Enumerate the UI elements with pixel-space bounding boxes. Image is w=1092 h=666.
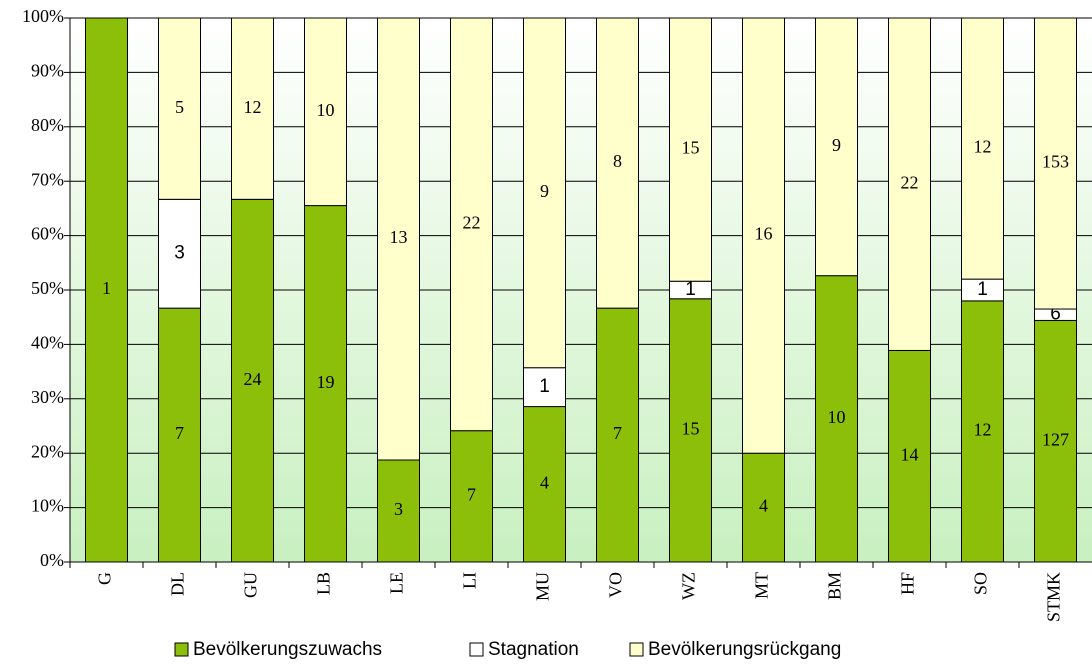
value-label: 22 [901, 172, 919, 192]
bar-segment [523, 17, 566, 369]
y-tick-label: 20% [31, 441, 64, 461]
bar-segment [961, 17, 1004, 280]
x-tick-label: MT [752, 572, 772, 599]
legend-swatch [629, 642, 644, 657]
y-tick-label: 50% [31, 278, 64, 298]
value-label: 8 [613, 151, 622, 171]
value-label: 1 [977, 279, 988, 300]
value-label: 14 [901, 444, 919, 464]
x-tick-label: LE [387, 572, 407, 594]
bar-segment [815, 275, 858, 563]
bar-segment [158, 17, 201, 200]
bar-segment [596, 17, 639, 309]
x-tick-label: VO [606, 572, 626, 598]
bar-segment [450, 430, 493, 563]
x-tick-label: WZ [679, 572, 699, 600]
bar-segment [596, 307, 639, 563]
bar-segment [304, 17, 347, 207]
value-label: 6 [1050, 304, 1061, 325]
value-label: 7 [467, 484, 476, 504]
legend-label: Bevölkerungszuwachs [193, 639, 382, 660]
bar-segment [961, 300, 1004, 563]
bar-segment [450, 17, 493, 432]
value-label: 12 [974, 420, 992, 440]
value-label: 12 [244, 97, 262, 117]
bar-segment [815, 17, 858, 277]
y-tick-label: 70% [31, 169, 64, 189]
legend-label: Stagnation [488, 639, 579, 660]
legend-swatch [174, 642, 189, 657]
x-tick-label: BM [825, 572, 845, 600]
bar-segment [888, 17, 931, 351]
value-label: 153 [1042, 152, 1069, 172]
value-label: 9 [540, 181, 549, 201]
value-label: 10 [828, 407, 846, 427]
legend-label: Bevölkerungsrückgang [648, 639, 841, 660]
x-tick-label: MU [533, 572, 553, 601]
value-label: 3 [174, 243, 185, 264]
value-label: 1 [539, 376, 550, 397]
x-tick-label: LI [460, 572, 480, 589]
y-tick-label: 90% [31, 61, 64, 81]
value-label: 9 [832, 135, 841, 155]
value-label: 4 [759, 496, 768, 516]
y-tick-label: 80% [31, 115, 64, 135]
value-label: 7 [613, 423, 622, 443]
bar-segment [669, 298, 712, 563]
x-tick-label: DL [168, 572, 188, 596]
x-tick-label: G [95, 572, 115, 585]
bar-segment [523, 406, 566, 563]
bar-segment [1034, 17, 1077, 310]
value-label: 22 [463, 212, 481, 232]
y-tick-label: 0% [40, 550, 64, 570]
bar-segment [231, 17, 274, 200]
bar-segment [304, 205, 347, 563]
bar-segment [523, 367, 566, 408]
bar-segment [158, 307, 201, 563]
bar-segment [231, 198, 274, 563]
value-label: 15 [682, 138, 700, 158]
value-label: 24 [244, 369, 262, 389]
y-tick-label: 40% [31, 333, 64, 353]
value-label: 1 [102, 278, 111, 298]
value-label: 5 [175, 97, 184, 117]
x-tick-label: HF [898, 572, 918, 595]
bar-segment [669, 17, 712, 282]
bar-segment [158, 198, 201, 309]
value-label: 16 [755, 224, 773, 244]
y-tick-label: 100% [22, 6, 64, 26]
value-label: 1 [685, 279, 696, 300]
legend-swatch [469, 642, 484, 657]
value-label: 15 [682, 419, 700, 439]
bar-segment [742, 17, 785, 454]
y-tick-label: 60% [31, 224, 64, 244]
value-label: 13 [390, 227, 408, 247]
bar-segment [377, 17, 420, 461]
value-label: 12 [974, 137, 992, 157]
x-tick-label: STMK [1044, 572, 1064, 622]
value-label: 3 [394, 499, 403, 519]
value-label: 127 [1042, 429, 1069, 449]
x-tick-label: LB [314, 572, 334, 595]
value-label: 4 [540, 472, 549, 492]
x-tick-label: GU [241, 572, 261, 598]
bar-segment [377, 459, 420, 563]
y-tick-label: 30% [31, 387, 64, 407]
y-tick-label: 10% [31, 496, 64, 516]
value-label: 7 [175, 423, 184, 443]
bar-segment [85, 17, 128, 563]
x-tick-label: SO [971, 572, 991, 595]
bar-segment [1034, 319, 1077, 563]
value-label: 19 [317, 372, 335, 392]
value-label: 10 [317, 100, 335, 120]
